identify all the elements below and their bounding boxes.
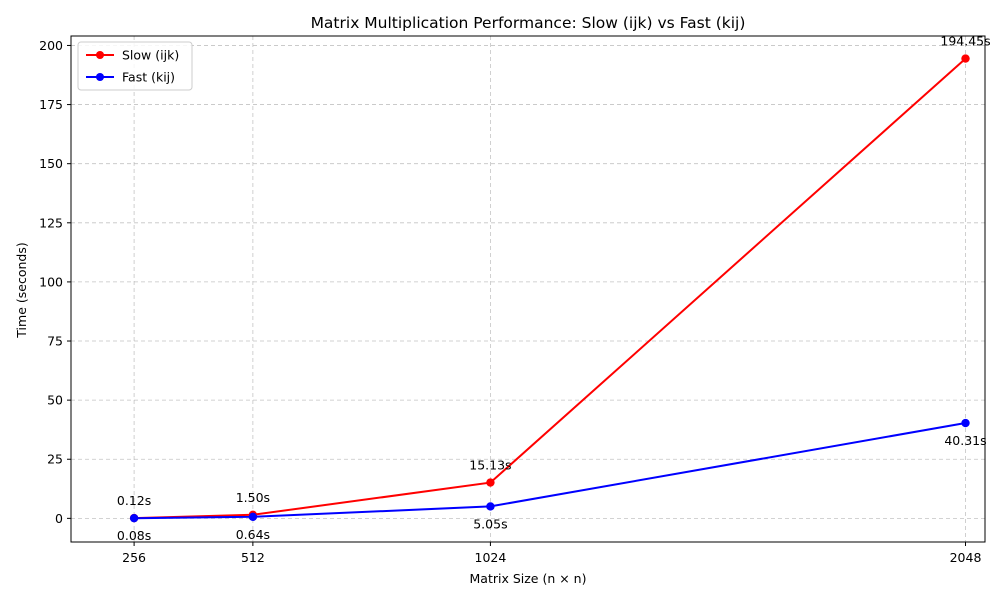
legend: Slow (ijk) Fast (kij) <box>77 41 193 91</box>
data-point <box>248 512 258 522</box>
x-axis-label: Matrix Size (n × n) <box>470 571 587 586</box>
data-label: 0.12s <box>117 493 151 508</box>
data-label: 194.45s <box>940 34 990 49</box>
grid-layer <box>71 36 985 542</box>
data-point <box>961 418 970 428</box>
data-label: 1.50s <box>236 490 270 505</box>
x-tick-label: 512 <box>241 550 265 565</box>
y-tick-label: 175 <box>39 97 63 112</box>
series-layer <box>129 54 970 523</box>
series-line <box>134 57 967 520</box>
plot-frame <box>70 35 986 543</box>
data-point <box>129 513 139 523</box>
legend-label: Fast (kij) <box>122 70 175 85</box>
y-tick-label: 100 <box>39 274 63 289</box>
y-tick-label: 25 <box>47 452 63 467</box>
chart-title: Matrix Multiplication Performance: Slow … <box>311 14 746 32</box>
y-tick-label: 0 <box>55 511 63 526</box>
y-tick-label: 150 <box>39 156 63 171</box>
y-tick-label: 200 <box>39 38 63 53</box>
x-tick-label: 2048 <box>950 550 982 565</box>
data-label: 40.31s <box>944 433 986 448</box>
y-axis-label: Time (seconds) <box>14 242 29 338</box>
data-label-layer: 0.12s 1.50s 15.13s 194.45s 0.08s 0.64s 5.05s 40… <box>117 34 991 544</box>
data-label: 15.13s <box>469 458 511 473</box>
data-point <box>961 54 970 63</box>
y-tick-label: 50 <box>47 393 63 408</box>
data-label: 0.08s <box>117 528 151 543</box>
data-point <box>486 478 495 487</box>
legend-marker <box>96 51 104 59</box>
legend-label: Slow (ijk) <box>122 48 179 63</box>
y-tick-label: 125 <box>39 215 63 230</box>
ticks-layer: 256 512 1024 2048 0 25 50 75 100 125 150 175 200 <box>39 38 981 565</box>
x-tick-label: 1024 <box>475 550 507 565</box>
x-tick-label: 256 <box>122 550 146 565</box>
series-line <box>134 422 966 520</box>
data-point <box>486 502 495 511</box>
legend-marker <box>96 73 104 81</box>
data-label: 0.64s <box>236 527 270 542</box>
y-tick-label: 75 <box>47 334 63 349</box>
data-label: 5.05s <box>473 516 507 531</box>
